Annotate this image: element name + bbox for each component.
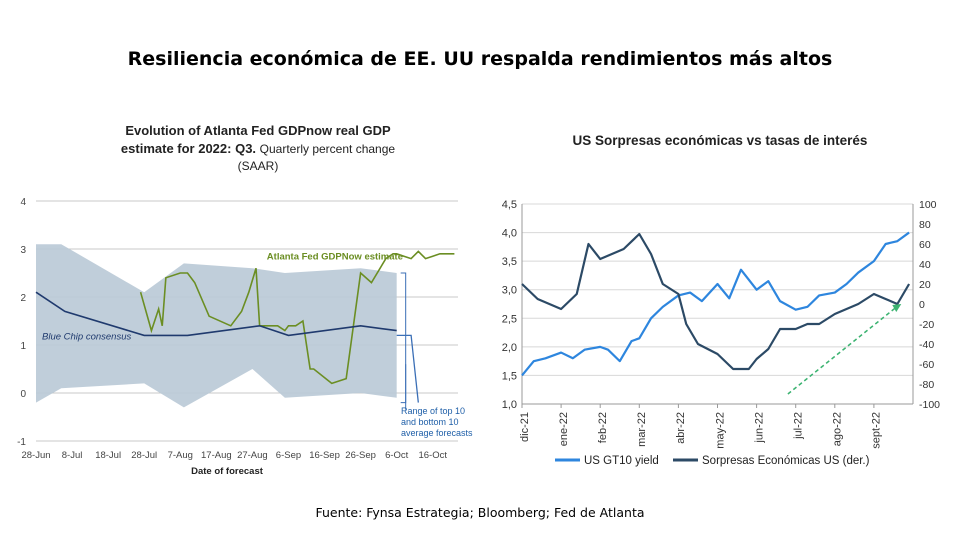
x-tick-label: dic-21	[519, 412, 531, 442]
y-left-tick-label: 2,5	[502, 313, 517, 325]
x-tick-label: abr-22	[675, 412, 687, 444]
gdpnow-series-label: Atlanta Fed GDPNow estimate	[267, 252, 403, 263]
source-note: Fuente: Fynsa Estrategia; Bloomberg; Fed…	[315, 505, 645, 520]
y-left-tick-label: 3,0	[502, 285, 517, 297]
chart-title-line-2: estimate for 2022: Q3. Quarterly percent…	[121, 141, 395, 156]
legend-label-surprises: Sorpresas Económicas US (der.)	[702, 455, 870, 467]
y-left-tick-label: 3,5	[502, 256, 517, 268]
gdpnow-chart: Evolution of Atlanta Fed GDPnow real GDP…	[17, 123, 473, 477]
y-tick-label: -1	[17, 437, 26, 448]
x-tick-label: 28-Jul	[131, 450, 157, 461]
y-right-tick-label: -100	[919, 399, 940, 411]
y-left-tick-label: 2,0	[502, 342, 517, 354]
x-tick-label: 8-Jul	[62, 450, 83, 461]
chart-title-bold-part: estimate for 2022: Q3.	[121, 141, 260, 156]
forecast-drop-line	[396, 334, 419, 403]
x-tick-label: 28-Jun	[21, 450, 50, 461]
band-label-line: and bottom 10	[401, 417, 459, 427]
economic-surprises-line	[521, 232, 911, 371]
y-tick-label: 3	[20, 245, 26, 256]
y-right-tick-label: 20	[919, 279, 931, 291]
y-right-tick-label: 100	[919, 199, 937, 211]
blue-chip-series-label: Blue Chip consensus	[42, 331, 131, 342]
y-right-tick-label: -60	[919, 359, 934, 371]
x-tick-label: jun-22	[753, 412, 765, 444]
y-right-tick-label: 60	[919, 239, 931, 251]
us-gt10-yield-line	[521, 231, 910, 377]
x-tick-label: jul-22	[793, 412, 805, 440]
x-tick-label: 7-Aug	[168, 450, 193, 461]
x-tick-label: may-22	[714, 412, 726, 449]
y-tick-label: 1	[20, 341, 26, 352]
x-tick-label: 27-Aug	[237, 450, 268, 461]
legend-label-yield: US GT10 yield	[584, 455, 659, 467]
y-right-tick-label: 80	[919, 219, 931, 231]
x-tick-label: feb-22	[597, 412, 609, 443]
y-left-tick-label: 1,5	[502, 370, 517, 382]
x-tick-label: 17-Aug	[201, 450, 232, 461]
forecast-range-band	[36, 244, 397, 408]
y-right-tick-label: -80	[919, 379, 934, 391]
x-tick-label: sept-22	[871, 412, 883, 449]
chart-title-line-1: Evolution of Atlanta Fed GDPnow real GDP	[125, 123, 391, 138]
y-right-tick-label: -40	[919, 339, 934, 351]
surprises-rates-chart: US Sorpresas económicas vs tasas de inte…	[502, 133, 940, 467]
y-left-tick-label: 4,5	[502, 199, 517, 211]
x-tick-label: ene-22	[558, 412, 570, 446]
trend-arrowhead	[892, 304, 902, 312]
x-tick-label: mar-22	[636, 412, 648, 447]
trend-arrow-line	[787, 307, 896, 395]
x-tick-label: 16-Oct	[418, 450, 447, 461]
chart-title: US Sorpresas económicas vs tasas de inte…	[573, 133, 868, 148]
x-tick-label: 6-Oct	[385, 450, 409, 461]
x-tick-label: 16-Sep	[309, 450, 340, 461]
slide-title: Resiliencia económica de EE. UU respalda…	[127, 48, 833, 70]
y-right-tick-label: 0	[919, 299, 925, 311]
blue-chip-consensus-line	[35, 291, 397, 337]
x-tick-label: 18-Jul	[95, 450, 121, 461]
band-label-line: Range of top 10	[401, 406, 465, 416]
y-left-tick-label: 1,0	[502, 399, 517, 411]
y-left-tick-label: 4,0	[502, 228, 517, 240]
y-tick-label: 2	[20, 293, 26, 304]
gdpnow-estimate-line	[139, 250, 455, 385]
x-tick-label: ago-22	[832, 412, 844, 446]
y-right-tick-label: 40	[919, 259, 931, 271]
x-tick-label: 6-Sep	[276, 450, 301, 461]
band-label-line: average forecasts	[401, 428, 473, 438]
y-tick-label: 0	[20, 389, 26, 400]
x-axis-title: Date of forecast	[191, 466, 264, 477]
band-bracket	[400, 272, 407, 404]
x-tick-label: 26-Sep	[345, 450, 376, 461]
y-right-tick-label: -20	[919, 319, 934, 331]
chart-title-line-3: (SAAR)	[238, 159, 279, 173]
chart-subtitle-part: Quarterly percent change	[260, 142, 396, 156]
y-tick-label: 4	[20, 197, 26, 208]
